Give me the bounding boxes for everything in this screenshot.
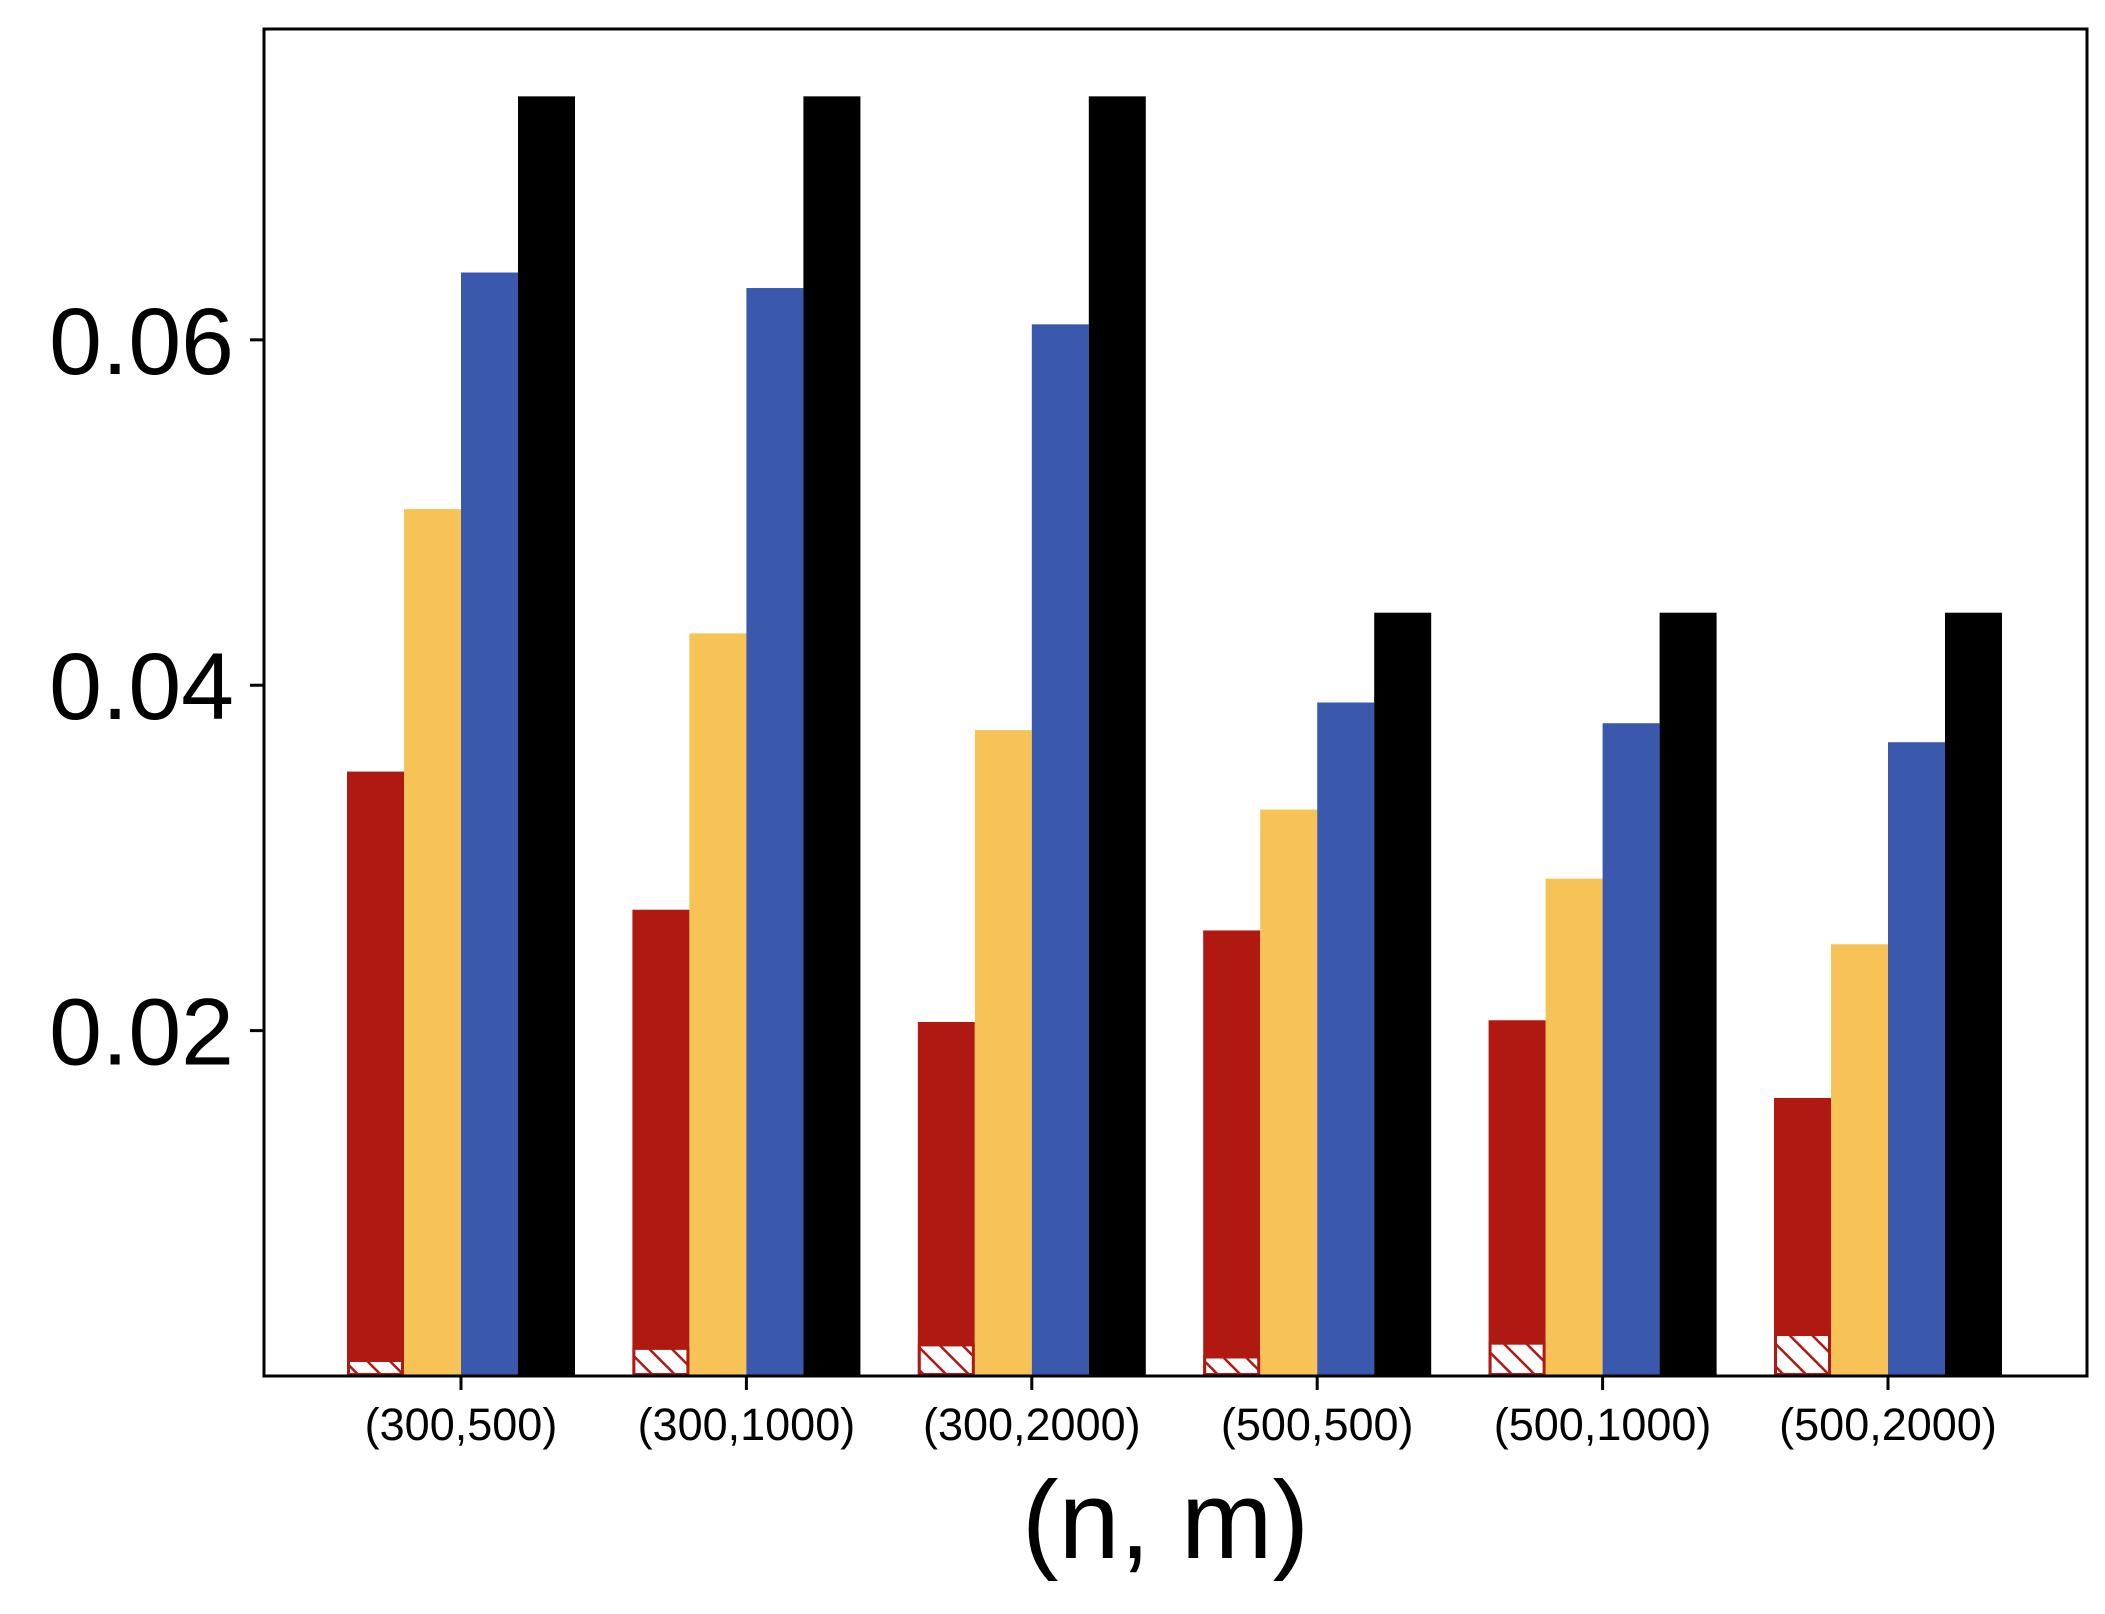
bar-series2-2 (689, 633, 747, 1376)
bar-series3-6 (1888, 742, 1945, 1376)
x-tick-label: (300,2000) (923, 1399, 1141, 1450)
bar-series1-3 (917, 1021, 975, 1376)
bar-series2-4 (1260, 809, 1318, 1376)
bar-series4-1 (518, 96, 575, 1377)
bar-series3-3 (1031, 324, 1089, 1376)
bar-series4-6 (1945, 612, 2002, 1376)
x-tick-label: (300,1000) (638, 1399, 856, 1450)
x-axis: (300,500) (300,1000) (300,2000) (500,500) (5… (365, 1376, 1997, 1450)
x-tick-label: (500,1000) (1494, 1399, 1712, 1450)
bar-series2-5 (1545, 878, 1603, 1376)
bar-series1-4 (1203, 930, 1261, 1376)
hatched-bar-6 (1774, 1333, 1831, 1376)
x-axis-label: (n, m) (1022, 1459, 1309, 1582)
x-tick-label: (300,500) (365, 1399, 558, 1450)
bar-series2-3 (974, 730, 1032, 1376)
bar-series1-2 (632, 909, 690, 1376)
hatched-bar-4 (1203, 1355, 1261, 1377)
hatched-bar-5 (1488, 1341, 1546, 1377)
hatched-bar-1 (347, 1358, 404, 1376)
hatched-bar-3 (917, 1343, 975, 1377)
x-tick-label: (500,500) (1221, 1399, 1414, 1450)
bar-series4-5 (1659, 612, 1717, 1376)
bar-series1-1 (347, 771, 404, 1376)
x-tick-label: (500,2000) (1779, 1399, 1997, 1450)
bar-series3-2 (746, 288, 804, 1376)
bar-series3-5 (1602, 723, 1660, 1376)
bar-series3-1 (461, 272, 518, 1377)
hatched-bar-2 (632, 1346, 690, 1377)
y-tick-label: 0.06 (49, 289, 234, 395)
bar-series4-2 (803, 96, 861, 1377)
bar-series1-5 (1488, 1020, 1546, 1376)
bar-series4-3 (1088, 96, 1146, 1377)
bars-layer (347, 96, 2002, 1377)
bar-series4-4 (1374, 612, 1432, 1376)
bar-series1-6 (1774, 1097, 1831, 1376)
y-tick-label: 0.04 (49, 634, 234, 740)
y-tick-label: 0.02 (49, 980, 234, 1086)
plot-frame (262, 27, 2089, 1378)
bar-series2-1 (404, 509, 461, 1377)
bar-series2-6 (1831, 944, 1888, 1376)
bar-series3-4 (1317, 702, 1375, 1376)
y-axis: 0.02 0.04 0.06 (49, 289, 264, 1086)
